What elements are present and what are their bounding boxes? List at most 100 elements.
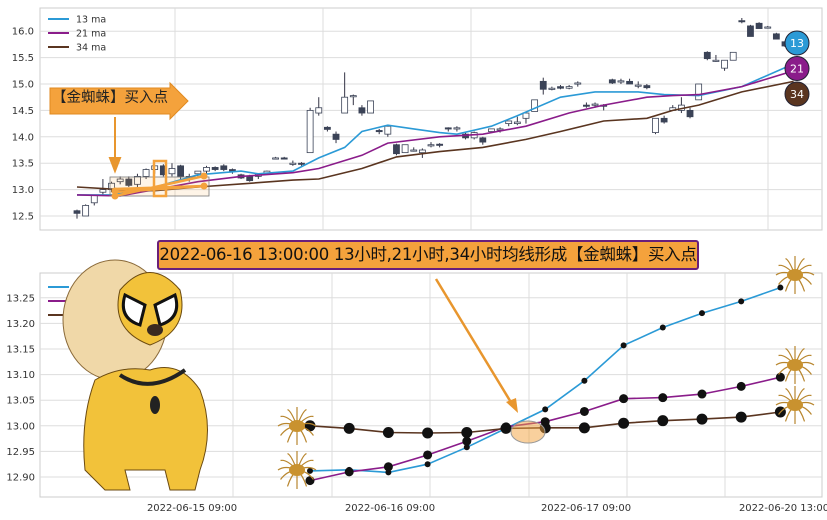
highlight-candle-box bbox=[152, 159, 168, 198]
candle bbox=[358, 105, 366, 116]
data-point-MA21 bbox=[619, 394, 629, 404]
y-tick-label: 15.5 bbox=[12, 53, 34, 64]
candle-body bbox=[220, 165, 228, 170]
candle-body bbox=[652, 117, 659, 133]
candle-body bbox=[358, 107, 366, 114]
candle bbox=[99, 179, 107, 195]
y-tick-label: 12.90 bbox=[6, 473, 35, 484]
down-arrow-icon bbox=[108, 117, 122, 174]
candle-body bbox=[583, 104, 590, 107]
candle bbox=[436, 143, 444, 148]
candle-body bbox=[505, 120, 513, 124]
dog-body-suit bbox=[83, 367, 208, 491]
crossing-dot bbox=[111, 192, 119, 200]
candle bbox=[125, 176, 133, 187]
candle-body bbox=[384, 125, 392, 135]
candle-body bbox=[539, 80, 547, 90]
candle bbox=[531, 99, 539, 112]
candle-body bbox=[99, 189, 107, 193]
candle bbox=[211, 166, 219, 172]
candle bbox=[168, 163, 176, 177]
data-point-MA21 bbox=[775, 372, 785, 382]
data-point-MA13 bbox=[424, 461, 431, 468]
candle bbox=[341, 72, 349, 114]
candle bbox=[764, 25, 772, 29]
candle-body bbox=[574, 82, 582, 85]
candle bbox=[367, 100, 374, 114]
x-tick-label: 2022-06-16 09:00 bbox=[345, 503, 435, 514]
candle bbox=[116, 176, 124, 185]
candle-body bbox=[367, 100, 374, 114]
candle-body bbox=[375, 130, 383, 133]
data-point-MA34 bbox=[578, 422, 590, 434]
candle-body bbox=[177, 165, 185, 177]
dog-nose bbox=[147, 324, 163, 336]
data-point-MA21 bbox=[658, 393, 668, 403]
data-point-MA34 bbox=[696, 413, 708, 425]
candle-body bbox=[349, 95, 357, 98]
candle-body bbox=[548, 87, 556, 90]
candle bbox=[323, 126, 331, 132]
y-tick-label: 12.5 bbox=[12, 212, 34, 223]
candle-body bbox=[427, 144, 435, 147]
candle-body bbox=[453, 127, 461, 130]
data-point-MA34 bbox=[461, 426, 473, 438]
candle-body bbox=[142, 169, 150, 177]
chart-title: 2022-06-16 13:00:00 13小时,21小时,34小时均线形成【金… bbox=[157, 240, 699, 270]
candle bbox=[134, 173, 141, 187]
candle bbox=[280, 156, 288, 160]
crossing-dot bbox=[200, 172, 208, 180]
data-point-MA21 bbox=[579, 406, 589, 416]
candle-body bbox=[125, 178, 133, 186]
candle bbox=[393, 143, 400, 156]
spider-icon bbox=[775, 386, 815, 424]
candle-body bbox=[643, 85, 651, 89]
candle bbox=[738, 18, 746, 24]
candle bbox=[427, 142, 435, 148]
candle-body bbox=[116, 178, 124, 183]
spider-icon bbox=[775, 256, 815, 294]
candle-body bbox=[764, 26, 772, 29]
candle-body bbox=[479, 137, 487, 143]
annotation-arrow-shape bbox=[49, 81, 189, 121]
candle bbox=[410, 147, 418, 152]
candle bbox=[73, 209, 81, 219]
candle bbox=[557, 85, 564, 90]
data-point-MA13 bbox=[738, 298, 745, 305]
candle-body bbox=[617, 80, 625, 83]
candle bbox=[401, 144, 409, 154]
candle bbox=[617, 78, 625, 84]
candle-body bbox=[401, 144, 409, 154]
end-label-badge bbox=[784, 30, 810, 56]
y-tick-label: 13.20 bbox=[6, 319, 35, 330]
candle bbox=[634, 81, 642, 89]
data-point-MA21 bbox=[383, 462, 393, 472]
candle-body bbox=[323, 126, 331, 130]
candle bbox=[686, 107, 694, 119]
candle bbox=[583, 102, 590, 108]
candle bbox=[289, 160, 297, 166]
data-point-MA34 bbox=[304, 420, 316, 432]
data-point-MA13 bbox=[463, 444, 470, 451]
candle bbox=[574, 81, 582, 87]
y-tick-label: 13.25 bbox=[6, 293, 35, 304]
candle-body bbox=[488, 128, 495, 132]
candle bbox=[384, 125, 392, 137]
candle bbox=[626, 78, 633, 85]
candle-body bbox=[298, 162, 305, 165]
spider-body bbox=[787, 269, 803, 281]
x-tick-label: 2022-06-15 09:00 bbox=[147, 503, 237, 514]
candle-body bbox=[626, 80, 633, 85]
candle bbox=[444, 127, 452, 132]
spider-body bbox=[787, 359, 803, 371]
candle bbox=[82, 204, 90, 217]
candle-body bbox=[410, 149, 418, 152]
candle bbox=[772, 32, 780, 40]
y-tick-label: 13.5 bbox=[12, 159, 34, 170]
crossing-lines bbox=[114, 174, 205, 198]
candle-body bbox=[695, 83, 703, 101]
data-point-MA21 bbox=[305, 476, 315, 486]
candle bbox=[203, 165, 210, 174]
